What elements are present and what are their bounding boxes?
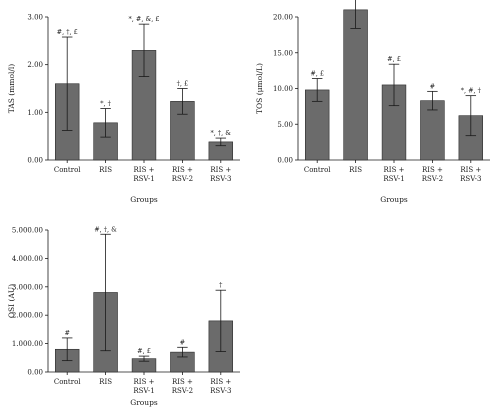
- x-axis-title: Groups: [380, 195, 408, 204]
- y-tick-label: 1.000.00: [12, 340, 43, 348]
- significance-label: #, £: [310, 69, 324, 77]
- y-tick-label: 4.000.00: [12, 255, 43, 263]
- x-tick-label: RIS: [99, 166, 112, 174]
- x-tick-label: RIS + RSV-3: [210, 166, 231, 183]
- bar: [343, 9, 368, 161]
- significance-label: #: [64, 329, 69, 337]
- significance-label: #, †, &: [94, 225, 117, 233]
- x-tick-label: RIS + RSV-1: [383, 166, 404, 183]
- x-tick-label: RIS + RSV-1: [133, 166, 154, 183]
- significance-label: †: [219, 281, 223, 289]
- significance-label: #, £: [387, 55, 401, 63]
- significance-label: #, †, £: [57, 28, 78, 36]
- chart-panel-3: 0.00 1.000.00 2.000.00 3.000.00 4.000.00 5.00…: [7, 225, 240, 407]
- x-tick-label: RIS + RSV-3: [460, 166, 481, 183]
- y-tick-label: 2.00: [27, 61, 43, 69]
- x-tick-label: RIS: [349, 166, 362, 174]
- significance-label: #: [180, 338, 185, 346]
- y-axis-title: OSI (AU): [7, 284, 16, 318]
- y-tick-label: 0.00: [27, 369, 43, 377]
- x-tick-label: Control: [54, 378, 81, 386]
- chart-panel-1: 0.00 1.00 2.00 3.00 TAS (mmol/l) #, †, £ Contr…: [7, 14, 240, 204]
- x-tick-label: Control: [54, 166, 81, 174]
- significance-label: *, †, &: [211, 129, 232, 137]
- y-tick-label: 20.00: [273, 14, 293, 22]
- y-tick-label: 0.00: [277, 157, 293, 165]
- significance-label: *, #, &, £: [128, 15, 159, 23]
- y-tick-label: 1.00: [27, 109, 43, 117]
- y-tick-label: 3.00: [27, 14, 43, 22]
- x-tick-label: RIS + RSV-2: [172, 378, 193, 395]
- x-tick-label: RIS: [99, 378, 112, 386]
- y-tick-label: 10.00: [273, 85, 293, 93]
- x-tick-label: RIS + RSV-1: [133, 378, 154, 395]
- x-tick-label: RIS + RSV-2: [422, 166, 443, 183]
- y-tick-label: 5.00: [277, 121, 293, 129]
- x-tick-label: RIS + RSV-2: [172, 166, 193, 183]
- x-axis-title: Groups: [130, 398, 158, 407]
- y-tick-label: 15.00: [273, 49, 293, 57]
- x-axis-title: Groups: [130, 195, 158, 204]
- y-axis-title: TAS (mmol/l): [7, 64, 16, 114]
- y-tick-label: 3.000.00: [12, 283, 43, 291]
- significance-label: #, £: [137, 347, 151, 355]
- significance-label: #: [430, 82, 435, 90]
- significance-label: *, †: [100, 100, 111, 108]
- y-tick-label: 5.000.00: [12, 227, 43, 235]
- y-tick-label: 0.00: [27, 157, 43, 165]
- x-tick-label: RIS + RSV-3: [210, 378, 231, 395]
- y-axis-title: TOS (μmol/L): [255, 63, 264, 114]
- x-tick-label: Control: [304, 166, 331, 174]
- significance-label: *, #, †: [461, 87, 482, 95]
- chart-panel-2: 0.00 5.00 10.00 15.00 20.00 TOS (μmol/L) #, £ C…: [255, 0, 490, 204]
- y-tick-label: 2.000.00: [12, 312, 43, 320]
- significance-label: †, £: [177, 80, 189, 88]
